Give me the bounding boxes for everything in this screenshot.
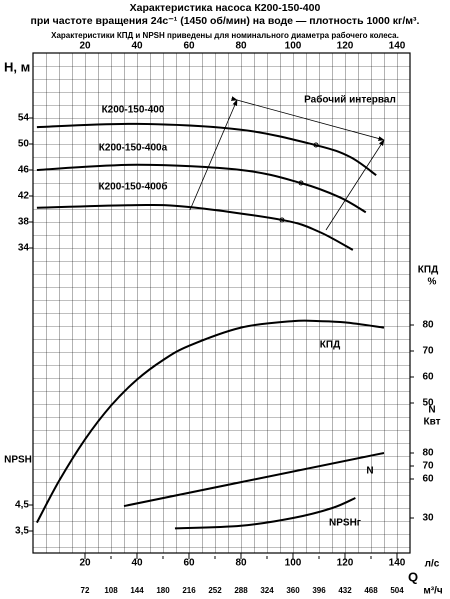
x-tick-label: 60 bbox=[183, 41, 195, 52]
series-label: К200-150-400б bbox=[99, 181, 168, 193]
interval-arrow bbox=[230, 96, 385, 141]
series-line bbox=[123, 452, 385, 508]
x2-tick-label: 360 bbox=[286, 586, 300, 595]
x2-tick-label: 288 bbox=[234, 586, 248, 595]
x-tick-label: 100 bbox=[285, 41, 302, 52]
series-line bbox=[174, 497, 356, 530]
x2-tick-label: 468 bbox=[364, 586, 378, 595]
y2-tick-label: 80 bbox=[422, 320, 434, 331]
x-unit: л/с bbox=[425, 559, 440, 570]
series-line bbox=[36, 319, 385, 524]
series-label: N bbox=[366, 466, 373, 477]
interval-line bbox=[189, 99, 238, 211]
chart-subtitle: Характеристики КПД и NPSH приведены для … bbox=[51, 31, 399, 40]
series-label: К200-150-400а bbox=[99, 143, 168, 154]
y2-axis-label: КПД bbox=[418, 265, 438, 276]
y3-tick-label: 30 bbox=[422, 513, 434, 524]
y-axis-label: H, м bbox=[4, 59, 30, 74]
x2-tick-label: 216 bbox=[182, 586, 196, 595]
x2-tick-label: 396 bbox=[312, 586, 326, 595]
y-tick-label: 34 bbox=[18, 243, 30, 254]
series-line bbox=[36, 122, 377, 177]
x2-tick-label: 324 bbox=[260, 586, 274, 595]
y3-axis-label: N bbox=[428, 405, 435, 416]
series-line bbox=[36, 163, 367, 214]
x-tick-label: 40 bbox=[131, 41, 143, 52]
x2-tick-label: 144 bbox=[130, 586, 144, 595]
series-line bbox=[36, 204, 354, 251]
x-tick-label: 40 bbox=[131, 558, 143, 569]
y-tick-label: 50 bbox=[18, 139, 30, 150]
x2-tick-label: 432 bbox=[338, 586, 352, 595]
y3-tick-label: 60 bbox=[422, 474, 434, 485]
x2-unit: м³/ч bbox=[423, 586, 443, 597]
y4-axis-label: NPSH bbox=[4, 455, 32, 466]
x-tick-label: 20 bbox=[79, 558, 91, 569]
y4-tick-label: 3,5 bbox=[15, 526, 29, 537]
x2-tick-label: 252 bbox=[208, 586, 222, 595]
x-tick-label: 60 bbox=[183, 558, 195, 569]
y2-tick-label: 60 bbox=[422, 372, 434, 383]
chart-title: Характеристика насоса К200-150-400 bbox=[130, 2, 321, 14]
series-label: NPSHг bbox=[329, 518, 361, 529]
x2-tick-label: 108 bbox=[104, 586, 118, 595]
y2-tick-label: 50 bbox=[422, 398, 434, 409]
x-tick-label: 140 bbox=[389, 41, 406, 52]
y-tick-label: 46 bbox=[18, 165, 30, 176]
series-label: КПД bbox=[320, 340, 340, 351]
y-tick-label: 54 bbox=[18, 113, 30, 124]
y3-axis-label: Квт bbox=[423, 417, 440, 428]
series-label: К200-150-400 bbox=[102, 105, 165, 116]
x2-tick-label: 504 bbox=[390, 586, 404, 595]
x-tick-label: 120 bbox=[337, 41, 354, 52]
x-tick-label: 20 bbox=[79, 41, 91, 52]
x2-tick-label: 180 bbox=[156, 586, 170, 595]
interval-line bbox=[325, 139, 385, 231]
y2-tick-label: 70 bbox=[422, 346, 434, 357]
x-tick-label: 140 bbox=[389, 558, 406, 569]
y2-axis-label: % bbox=[428, 277, 437, 288]
x-tick-label: 100 bbox=[285, 558, 302, 569]
y3-tick-label: 80 bbox=[422, 448, 434, 459]
y-tick-label: 42 bbox=[18, 191, 30, 202]
x-tick-label: 80 bbox=[235, 558, 247, 569]
chart-title: при частоте вращения 24с⁻¹ (1450 об/мин)… bbox=[31, 15, 420, 27]
annotation: Рабочий интервал bbox=[304, 94, 396, 106]
x-axis-label: Q bbox=[408, 569, 418, 584]
x2-tick-label: 72 bbox=[81, 586, 90, 595]
y-tick-label: 38 bbox=[18, 217, 30, 228]
y3-tick-label: 70 bbox=[422, 461, 434, 472]
x-tick-label: 120 bbox=[337, 558, 354, 569]
plot-frame bbox=[32, 52, 411, 554]
x-tick-label: 80 bbox=[235, 41, 247, 52]
y4-tick-label: 4,5 bbox=[15, 500, 29, 511]
